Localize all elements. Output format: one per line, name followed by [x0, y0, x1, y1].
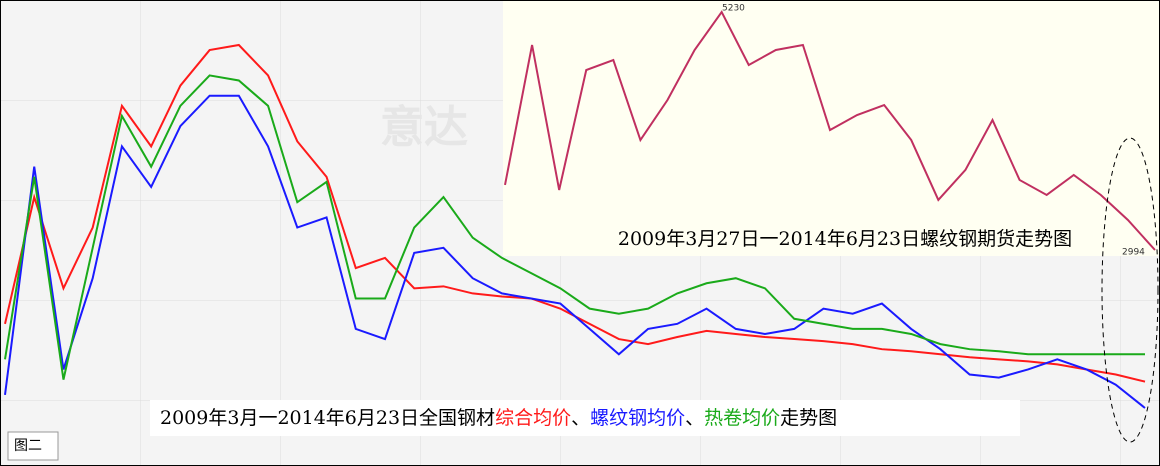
data-line [504, 10, 1156, 251]
caption-box [150, 400, 1020, 436]
caption-box [625, 224, 1065, 254]
main-caption: 2009年3月一2014年6月23日全国钢材综合均价、螺纹钢均价、热卷均价走势图 [160, 407, 837, 429]
low-label: 2994 [1122, 248, 1145, 258]
data-line [4, 94, 1146, 409]
figure-label-box [7, 431, 59, 461]
caption-text: 走势图 [780, 407, 837, 429]
highlight-ellipse [1101, 137, 1159, 443]
futures-caption: 2009年3月27日一2014年6月23日螺纹钢期货走势图 [618, 228, 1072, 250]
caption-series: 综合均价 [495, 407, 571, 429]
futures-chart: 5230 2994 [504, 4, 1156, 258]
caption-text: 、 [685, 407, 704, 429]
futures-panel [503, 0, 1160, 256]
watermark: 意达 [380, 102, 468, 153]
caption-series: 螺纹钢均价 [590, 407, 685, 429]
figure-label: 图二 [14, 438, 42, 454]
caption-series: 热卷均价 [704, 407, 780, 429]
high-label: 5230 [722, 4, 745, 14]
caption-text: 、 [571, 407, 590, 429]
data-line [4, 74, 1145, 380]
caption-text: 2009年3月一2014年6月23日全国钢材 [160, 407, 495, 429]
left-chart [4, 43, 1146, 409]
